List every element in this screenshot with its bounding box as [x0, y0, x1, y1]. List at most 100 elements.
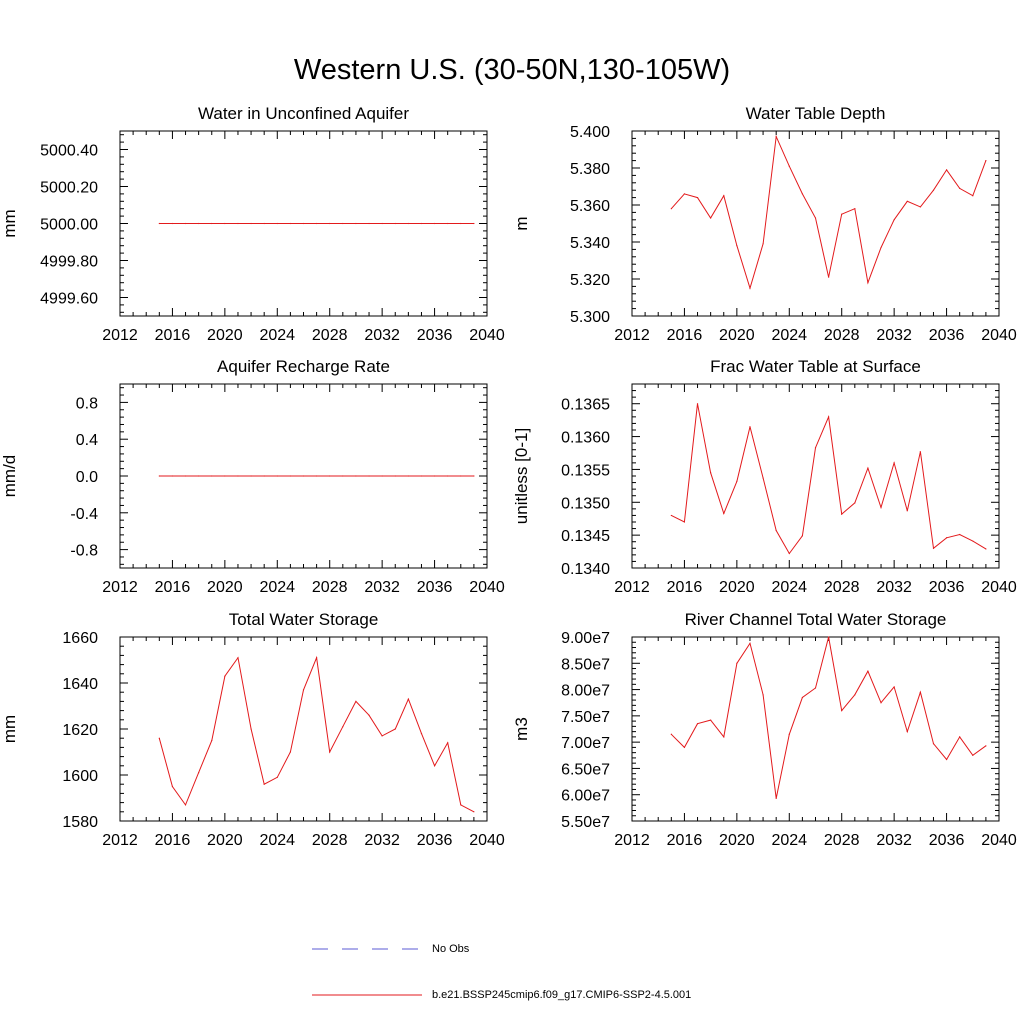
chart-title: Total Water Storage [229, 610, 379, 629]
data-point [198, 475, 200, 477]
data-point [841, 710, 843, 712]
data-point [407, 698, 409, 700]
data-point [828, 636, 830, 638]
chart-panel-5: Total Water Storage 2012 2016 2020 2024 2028 2… [0, 610, 505, 849]
chart-panel-6: River Channel Total Water Storage 2012 201… [512, 610, 1017, 849]
data-point [683, 193, 686, 195]
data-point [433, 475, 436, 477]
x-tick-label: 2012 [614, 327, 650, 344]
data-point [460, 222, 462, 225]
data-point [841, 513, 843, 515]
x-tick-label: 2032 [876, 327, 912, 344]
x-tick-label: 2016 [155, 832, 191, 849]
data-point [736, 245, 738, 247]
chart-title: Aquifer Recharge Rate [217, 357, 390, 376]
data-point [368, 475, 370, 477]
data-point [801, 193, 803, 195]
data-point [447, 742, 449, 744]
data-point [867, 670, 869, 672]
data-point [342, 475, 344, 477]
x-tick-label: 2012 [614, 832, 650, 849]
data-point [171, 222, 174, 225]
y-tick-label: 0.1340 [561, 561, 610, 578]
data-point [762, 694, 764, 696]
data-point [302, 689, 305, 691]
data-point [394, 222, 396, 225]
data-point [801, 696, 803, 699]
y-tick-label: 1620 [62, 722, 98, 739]
chart-title: Frac Water Table at Surface [710, 357, 921, 376]
y-tick-label: 8.00e7 [561, 683, 610, 700]
data-point [302, 475, 305, 477]
data-point [959, 187, 961, 189]
page-title: Western U.S. (30-50N,130-105W) [293, 54, 731, 86]
y-tick-label: 1580 [62, 814, 98, 831]
data-point [250, 728, 252, 730]
x-tick-label: 2040 [469, 579, 505, 596]
data-point [788, 165, 790, 167]
data-point [945, 169, 948, 171]
x-tick-label: 2024 [771, 832, 807, 849]
y-tick-label: 6.00e7 [561, 788, 610, 805]
y-tick-label: 0.4 [76, 432, 98, 449]
data-point [276, 475, 278, 477]
x-tick-label: 2032 [364, 832, 400, 849]
data-point [972, 540, 974, 542]
data-point [289, 222, 291, 225]
x-tick-label: 2040 [469, 327, 505, 344]
chart-panel-2: Water Table Depth 2012 2016 2020 2024 2028 203… [512, 104, 1017, 344]
data-point [880, 506, 882, 509]
data-point [854, 502, 856, 504]
data-point [184, 475, 187, 477]
data-point [342, 726, 344, 728]
data-point [420, 733, 423, 735]
plot-frame [631, 636, 1000, 822]
y-axis-label: m3 [512, 717, 531, 741]
data-point [237, 222, 239, 225]
x-tick-label: 2020 [207, 832, 243, 849]
x-tick-label: 2024 [259, 832, 295, 849]
data-point [329, 222, 331, 225]
data-point [355, 700, 357, 703]
data-point [801, 535, 803, 537]
data-point [919, 691, 921, 693]
x-tick-label: 2020 [207, 327, 243, 344]
x-tick-label: 2036 [417, 579, 453, 596]
x-tick-label: 2024 [771, 579, 807, 596]
data-point [460, 475, 462, 477]
data-point [263, 475, 265, 477]
data-point [381, 475, 383, 477]
y-tick-label: 1640 [62, 676, 98, 693]
data-point [433, 765, 436, 767]
data-point [906, 510, 908, 512]
data-point [158, 475, 160, 477]
data-point [723, 736, 725, 738]
data-point [854, 208, 856, 210]
x-tick-label: 2028 [312, 832, 348, 849]
data-point [723, 512, 725, 515]
y-tick-label: 0.0 [76, 469, 98, 486]
data-point [211, 739, 213, 742]
chart-title: River Channel Total Water Storage [685, 610, 947, 629]
y-tick-label: 5.320 [570, 272, 610, 289]
x-tick-label: 2016 [155, 327, 191, 344]
data-point [289, 751, 291, 753]
data-point [158, 737, 160, 739]
data-point [237, 475, 239, 477]
data-point [710, 217, 712, 219]
x-tick-label: 2040 [469, 832, 505, 849]
data-point [394, 728, 396, 730]
data-point [919, 206, 921, 208]
data-point [775, 135, 777, 138]
x-tick-label: 2024 [771, 327, 807, 344]
x-tick-label: 2016 [667, 579, 703, 596]
x-tick-label: 2028 [824, 832, 860, 849]
data-point [329, 751, 331, 753]
data-point [184, 804, 187, 806]
y-tick-label: 1660 [62, 630, 98, 647]
x-tick-label: 2024 [259, 579, 295, 596]
data-point [932, 743, 935, 745]
data-point [710, 472, 712, 474]
data-point [184, 222, 187, 225]
data-point [959, 533, 961, 536]
